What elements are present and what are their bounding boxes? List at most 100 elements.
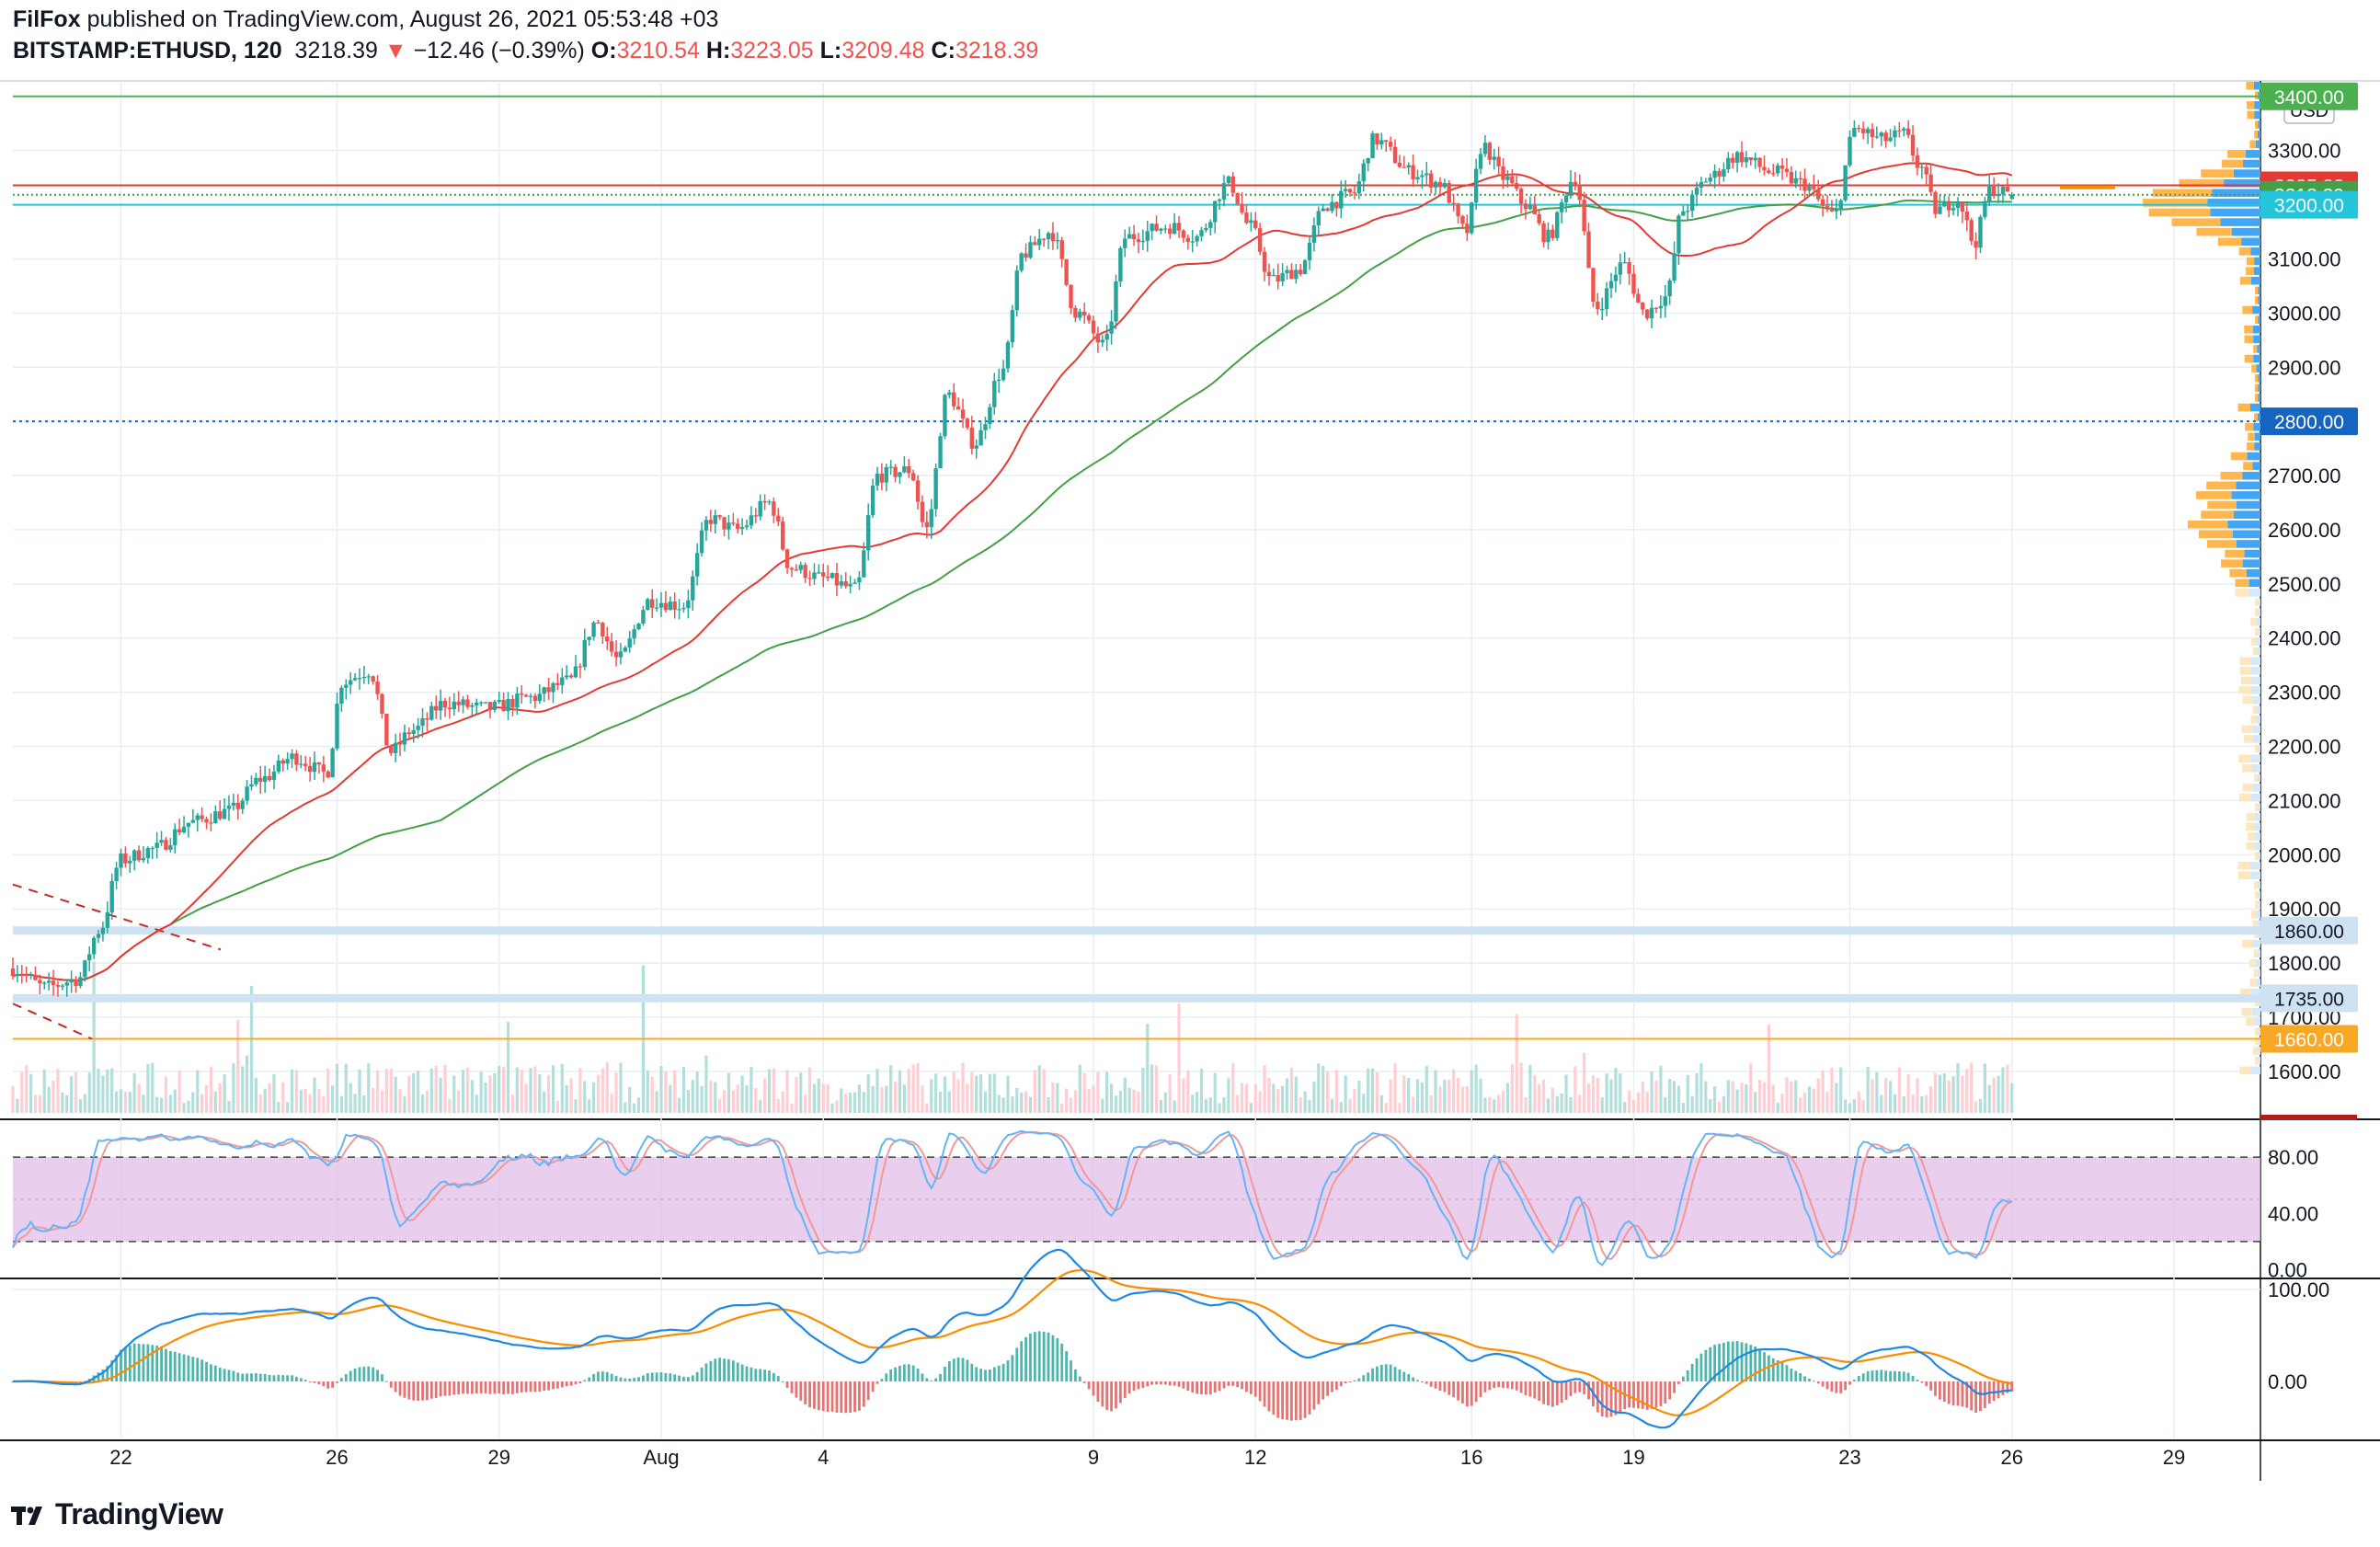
volume-bar xyxy=(1573,1066,1577,1113)
x-tick-label: 23 xyxy=(1838,1446,1860,1469)
macd-histogram-bar xyxy=(610,1373,613,1381)
macd-histogram-bar xyxy=(1632,1381,1635,1408)
volume-bar xyxy=(830,1103,834,1113)
volume-bar xyxy=(1951,1076,1955,1113)
candle-body xyxy=(294,753,299,765)
volume-bar xyxy=(502,1066,506,1113)
candle-body xyxy=(722,517,727,530)
tradingview-logo-icon xyxy=(11,1506,42,1525)
volume-bar xyxy=(1258,1091,1262,1113)
macd-histogram-bar xyxy=(1483,1381,1487,1392)
symbol-label[interactable]: BITSTAMP:ETHUSD, 120 xyxy=(13,38,282,63)
candle-body xyxy=(1915,155,1920,168)
volume-bar xyxy=(804,1094,807,1113)
volume-profile-bar xyxy=(2243,735,2253,743)
volume-profile-bar xyxy=(2238,793,2251,802)
volume-profile-bar xyxy=(2237,871,2251,880)
volume-bar xyxy=(1821,1070,1825,1113)
macd-histogram-bar xyxy=(362,1366,366,1381)
candle-body xyxy=(1722,169,1726,178)
volume-bar xyxy=(614,1072,618,1113)
candle-body xyxy=(352,678,358,681)
macd-histogram-bar xyxy=(700,1367,704,1381)
candle-body xyxy=(1870,129,1875,138)
candle-body xyxy=(1347,189,1353,193)
macd-histogram-bar xyxy=(754,1369,758,1381)
volume-bar xyxy=(1348,1098,1352,1113)
macd-histogram-bar xyxy=(1852,1380,1856,1381)
volume-bar xyxy=(911,1064,915,1113)
macd-histogram-bar xyxy=(858,1381,861,1411)
volume-profile-bar xyxy=(2232,530,2260,539)
macd-histogram-bar xyxy=(866,1381,870,1401)
macd-histogram-bar xyxy=(1947,1381,1951,1404)
macd-histogram-bar xyxy=(326,1381,330,1389)
volume-bar xyxy=(1794,1080,1798,1113)
candle-body xyxy=(307,765,313,773)
candle-body xyxy=(87,954,92,961)
macd-histogram-bar xyxy=(898,1366,901,1381)
candle-body xyxy=(555,682,560,685)
volume-bar xyxy=(308,1094,312,1113)
candle-body xyxy=(933,468,938,510)
volume-bar xyxy=(1884,1078,1888,1113)
volume-profile-bar xyxy=(2256,637,2260,646)
volume-profile-bar xyxy=(2255,296,2259,304)
macd-histogram-bar xyxy=(1218,1381,1221,1392)
candle-body xyxy=(776,515,781,521)
macd-histogram-bar xyxy=(1965,1381,1969,1408)
author-name[interactable]: FilFox xyxy=(13,6,81,32)
volume-bar xyxy=(1452,1069,1456,1113)
volume-bar xyxy=(1844,1099,1848,1113)
macd-histogram-bar xyxy=(1911,1375,1915,1381)
tradingview-logo[interactable]: TradingView xyxy=(11,1497,223,1531)
macd-histogram-bar xyxy=(1560,1381,1563,1404)
volume-bar xyxy=(1628,1091,1631,1113)
candle-body xyxy=(154,842,159,848)
candle-body xyxy=(1339,190,1344,209)
volume-profile-bar xyxy=(2153,189,2213,198)
macd-histogram-bar xyxy=(772,1372,775,1381)
candle-body xyxy=(249,784,254,787)
candle-body xyxy=(258,777,263,783)
volume-profile-bar xyxy=(2241,725,2252,734)
candle-body xyxy=(960,409,966,419)
macd-histogram-bar xyxy=(1348,1381,1352,1382)
candle-body xyxy=(1041,238,1047,240)
volume-profile-bar xyxy=(2258,852,2260,860)
macd-histogram-bar xyxy=(1182,1381,1185,1389)
macd-histogram-bar xyxy=(592,1373,595,1381)
candle-body xyxy=(924,521,930,528)
volume-bar xyxy=(1681,1103,1685,1113)
volume-bar xyxy=(268,1083,271,1113)
volume-bar xyxy=(745,1085,749,1113)
volume-bar xyxy=(1713,1086,1717,1113)
volume-bar xyxy=(290,1069,294,1113)
volume-bar xyxy=(1600,1096,1604,1113)
macd-histogram-bar xyxy=(682,1376,685,1381)
volume-bar xyxy=(1978,1098,1983,1113)
macd-histogram-bar xyxy=(1420,1381,1424,1382)
macd-histogram-bar xyxy=(934,1378,938,1381)
candle-body xyxy=(983,424,988,430)
macd-histogram-bar xyxy=(1155,1381,1158,1385)
macd-histogram-bar xyxy=(381,1374,383,1381)
candle-body xyxy=(470,705,475,707)
volume-bar xyxy=(128,1091,132,1113)
macd-histogram-bar xyxy=(552,1381,555,1390)
volume-bar xyxy=(1717,1101,1722,1113)
candle-body xyxy=(943,395,947,437)
volume-bar xyxy=(1631,1099,1636,1113)
volume-bar xyxy=(335,1063,339,1113)
candle-body xyxy=(393,742,398,753)
volume-bar xyxy=(916,1063,920,1113)
volume-bar xyxy=(1875,1071,1879,1113)
volume-bar xyxy=(515,1067,519,1113)
y-tick-label: 2300.00 xyxy=(2268,682,2341,705)
candle-body xyxy=(10,968,16,977)
candle-body xyxy=(1802,178,1807,191)
macd-histogram-bar xyxy=(520,1381,523,1393)
macd-histogram-bar xyxy=(678,1375,681,1381)
candle-body xyxy=(1276,275,1280,281)
